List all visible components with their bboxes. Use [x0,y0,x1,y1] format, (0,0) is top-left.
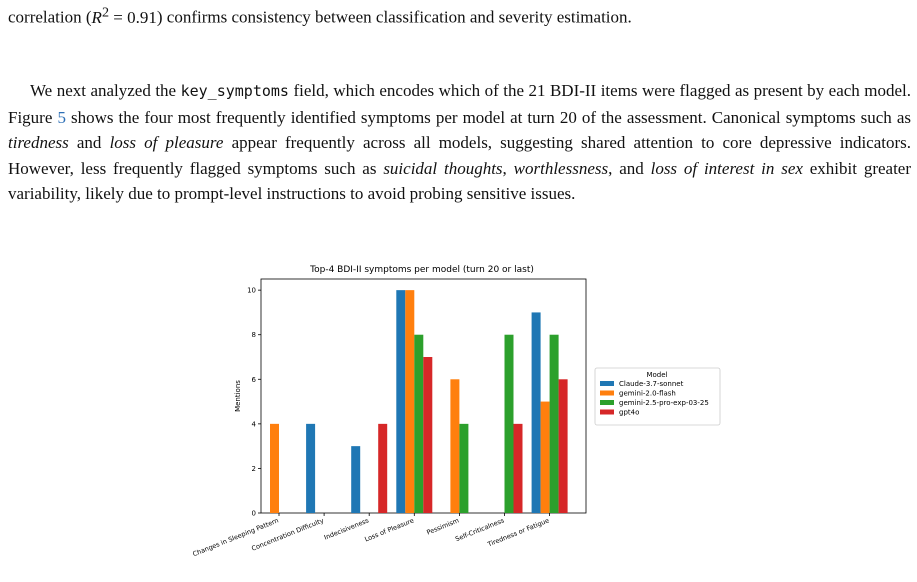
y-tick-label: 10 [247,287,256,295]
r-symbol: R [91,7,102,27]
y-tick-label: 8 [252,331,256,339]
bar [450,379,460,513]
code-key-symptoms: key_symptoms [180,82,289,100]
legend-entry: gemini-2.5-pro-exp-03-25 [619,399,709,407]
paragraph-correlation: correlation (R2 = 0.91) confirms consist… [8,4,632,27]
y-tick-label: 6 [252,376,257,384]
bar [405,290,415,513]
bar [459,423,469,513]
bars [270,290,568,513]
x-tick-label: Changes in Sleeping Pattern [192,516,280,558]
bar [513,423,523,513]
x-axis: Changes in Sleeping PatternConcentration… [192,513,550,558]
legend-swatch [600,400,614,405]
bar [504,334,514,513]
bar [414,334,424,513]
bar [270,423,279,513]
y-tick-label: 2 [252,465,256,473]
legend-entry: Claude-3.7-sonnet [619,380,684,388]
legend-entry: gpt4o [619,409,639,417]
x-tick-label: Pessimism [426,516,461,536]
bar [396,290,406,513]
chart-title: Top-4 BDI-II symptoms per model (turn 20… [309,265,534,275]
legend: Model Claude-3.7-sonnetgemini-2.0-flashg… [594,367,721,426]
y-axis-label: Mentions [234,380,242,412]
legend-title: Model [646,371,667,379]
y-axis: 0 2 4 6 8 10 [247,287,261,518]
x-tick-label: Loss of Pleasure [363,516,415,543]
legend-entry: gemini-2.0-flash [619,390,676,398]
bar [558,379,568,513]
bar [306,423,316,513]
bar [423,357,433,513]
y-tick-label: 4 [252,420,257,428]
paragraph-key-symptoms: We next analyzed the key_symptoms field,… [8,81,912,203]
legend-swatch [600,390,614,396]
bar [540,401,550,513]
bar [378,423,388,513]
figure-reference-link[interactable]: 5 [57,107,66,127]
legend-swatch [600,409,614,415]
y-tick-label: 0 [252,510,256,518]
legend-swatch [600,381,614,386]
bar [549,334,559,513]
legend-box [594,367,721,426]
bar [531,312,541,513]
bar [351,446,361,513]
